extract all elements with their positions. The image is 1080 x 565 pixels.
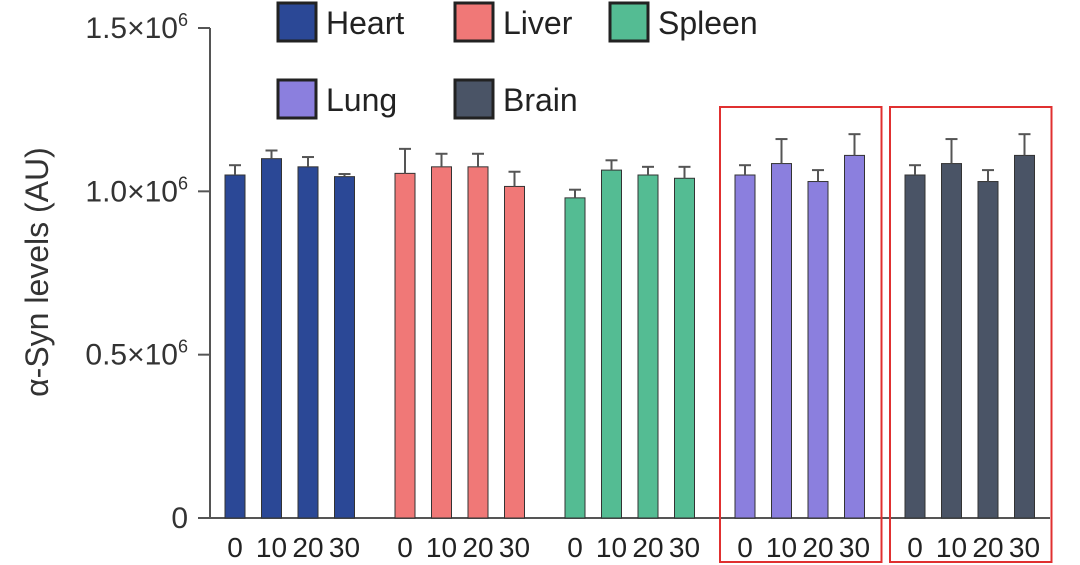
y-tick-label-0: 0 xyxy=(171,502,188,535)
x-tick-label-spleen-30: 30 xyxy=(669,532,700,563)
bar-group-liver xyxy=(394,147,525,519)
x-tick-label-spleen-10: 10 xyxy=(596,532,627,563)
highlight-boxes xyxy=(719,106,1053,563)
legend-item-brain: Brain xyxy=(453,78,578,120)
legend: Heart Liver Spleen Lung Brain xyxy=(276,1,758,120)
bar-brain-30 xyxy=(1014,154,1035,519)
legend-label-lung: Lung xyxy=(326,82,397,118)
bar-group-lung xyxy=(734,133,865,519)
x-tick-label-brain-20: 20 xyxy=(972,532,1003,563)
legend-item-heart: Heart xyxy=(276,1,404,43)
legend-swatch-heart xyxy=(276,1,318,43)
bar-lung-10 xyxy=(771,163,792,519)
legend-label-brain: Brain xyxy=(503,82,578,118)
bar-heart-0 xyxy=(224,174,246,519)
x-tick-label-heart-0: 0 xyxy=(227,532,243,563)
bar-liver-10 xyxy=(431,166,452,519)
x-tick-label-brain-0: 0 xyxy=(907,532,923,563)
legend-swatch-spleen xyxy=(608,1,650,43)
bar-groups xyxy=(224,133,1035,519)
y-axis-title: α-Syn levels (AU) xyxy=(19,147,55,397)
bar-brain-20 xyxy=(977,181,999,519)
x-tick-label-lung-10: 10 xyxy=(766,532,797,563)
legend-item-liver: Liver xyxy=(453,1,573,43)
bar-lung-30 xyxy=(844,154,865,519)
bar-spleen-30 xyxy=(674,177,695,519)
legend-label-heart: Heart xyxy=(326,5,404,41)
x-tick-label-spleen-20: 20 xyxy=(632,532,663,563)
legend-swatch-lung xyxy=(276,78,318,120)
bar-heart-20 xyxy=(297,166,319,519)
x-tick-label-lung-20: 20 xyxy=(802,532,833,563)
highlight-box-brain xyxy=(889,106,1053,563)
x-tick-label-liver-30: 30 xyxy=(499,532,530,563)
bar-lung-20 xyxy=(807,181,829,519)
bar-brain-10 xyxy=(941,163,962,519)
bar-spleen-10 xyxy=(601,169,622,519)
bar-group-spleen xyxy=(564,159,695,519)
x-tick-label-heart-20: 20 xyxy=(292,532,323,563)
x-tick-label-brain-30: 30 xyxy=(1009,532,1040,563)
bar-lung-0 xyxy=(734,174,756,519)
legend-label-spleen: Spleen xyxy=(658,5,758,41)
bar-brain-0 xyxy=(904,174,926,519)
x-tick-label-lung-0: 0 xyxy=(737,532,753,563)
y-tick-label-3: 1.5×106 xyxy=(85,10,188,45)
x-tick-label-lung-30: 30 xyxy=(839,532,870,563)
legend-swatch-brain xyxy=(453,78,495,120)
y-tick-label-1: 0.5×106 xyxy=(85,337,188,372)
x-tick-label-heart-30: 30 xyxy=(329,532,360,563)
y-tick-label-2: 1.0×106 xyxy=(85,173,188,208)
bar-spleen-20 xyxy=(637,174,659,519)
x-tick-label-heart-10: 10 xyxy=(256,532,287,563)
x-tick-label-liver-10: 10 xyxy=(426,532,457,563)
bar-group-heart xyxy=(224,149,355,519)
x-tick-label-brain-10: 10 xyxy=(936,532,967,563)
bar-liver-20 xyxy=(467,166,489,519)
x-tick-label-liver-20: 20 xyxy=(462,532,493,563)
legend-item-spleen: Spleen xyxy=(608,1,758,43)
bar-spleen-0 xyxy=(564,197,586,519)
bar-group-brain xyxy=(904,133,1035,519)
x-ticks: 0 10 20 30 0 10 20 30 0 10 20 30 0 10 20 30 0 10 20 30 xyxy=(227,532,1040,563)
bar-heart-30 xyxy=(334,176,355,519)
y-ticks: 0 0.5×106 1.0×106 1.5×106 xyxy=(85,10,210,535)
x-tick-label-liver-0: 0 xyxy=(397,532,413,563)
legend-swatch-liver xyxy=(453,1,495,43)
highlight-box-lung xyxy=(719,106,883,563)
x-tick-label-spleen-0: 0 xyxy=(567,532,583,563)
bar-liver-0 xyxy=(394,172,416,519)
bar-liver-30 xyxy=(504,185,525,519)
legend-item-lung: Lung xyxy=(276,78,397,120)
bar-heart-10 xyxy=(261,158,282,519)
legend-label-liver: Liver xyxy=(503,5,573,41)
